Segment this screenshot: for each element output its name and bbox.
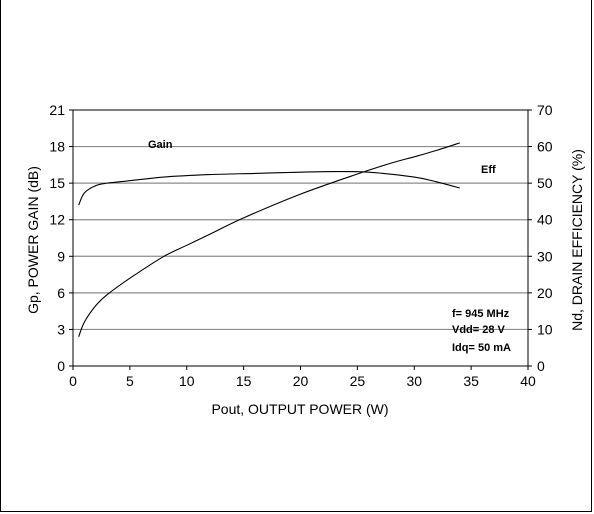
y-right-tick-label-30: 30 (537, 248, 553, 264)
y-right-tick-label-50: 50 (537, 175, 553, 191)
x-tick-label-40: 40 (520, 373, 536, 389)
y-left-tick-label-9: 9 (57, 248, 65, 264)
tick-labels: 0 5 10 15 20 25 30 35 40036912151821010203040506… (49, 102, 552, 389)
y-right-tick-label-60: 60 (537, 139, 553, 155)
y-left-tick-label-15: 15 (49, 175, 65, 191)
grid-lines (73, 145, 528, 331)
condition-frequency: f= 945 MHz (452, 308, 510, 320)
y-left-tick-label-6: 6 (57, 285, 65, 301)
y-right-tick-label-20: 20 (537, 285, 553, 301)
x-tick-label-35: 35 (463, 373, 479, 389)
y-left-tick-label-3: 3 (57, 321, 65, 337)
x-tick-label-15: 15 (236, 373, 252, 389)
y-axis-left-title: Gp, POWER GAIN (dB) (25, 166, 41, 314)
y-right-tick-label-10: 10 (537, 321, 553, 337)
y-right-tick-label-0: 0 (537, 358, 545, 374)
gain-series-label: Gain (148, 139, 173, 151)
y-right-tick-label-70: 70 (537, 102, 553, 118)
y-right-tick-label-40: 40 (537, 212, 553, 228)
x-tick-label-30: 30 (406, 373, 422, 389)
x-tick-label-25: 25 (350, 373, 366, 389)
y-axis-right-title: Nd, DRAIN EFFICIENCY (%) (569, 149, 585, 331)
condition-idq: Idq= 50 mA (452, 342, 511, 354)
x-tick-label-10: 10 (179, 373, 195, 389)
x-axis-title: Pout, OUTPUT POWER (W) (211, 401, 388, 417)
series-layer (78, 142, 460, 337)
y-left-tick-label-21: 21 (49, 102, 65, 118)
y-left-tick-label-0: 0 (57, 358, 65, 374)
x-tick-label-20: 20 (293, 373, 309, 389)
series-line-gain (78, 170, 460, 206)
y-left-tick-label-18: 18 (49, 139, 65, 155)
series-line-eff (78, 142, 460, 337)
eff-series-label: Eff (481, 164, 496, 176)
y-left-tick-label-12: 12 (49, 212, 65, 228)
x-tick-label-0: 0 (69, 373, 77, 389)
x-tick-label-5: 5 (126, 373, 134, 389)
condition-vdd: Vdd= 28 V (452, 324, 506, 336)
